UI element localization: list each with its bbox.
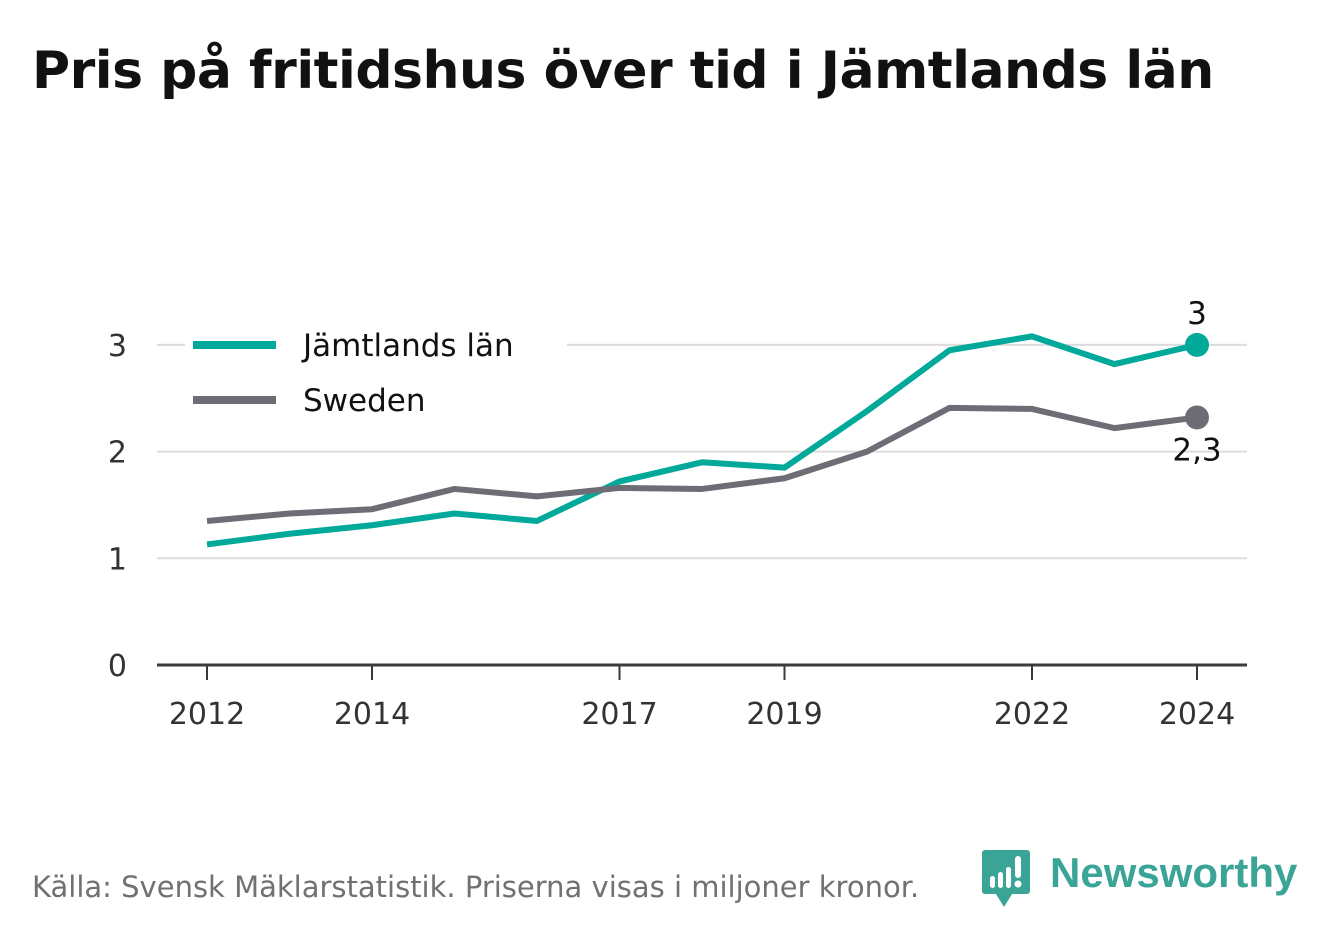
newsworthy-logo-icon [982, 850, 1030, 907]
series-line [206, 333, 1198, 548]
legend: Jämtlands län Sweden [185, 321, 567, 424]
series-end-point [1185, 332, 1209, 357]
y-tick-label: 2 [108, 436, 127, 471]
y-tick-label: 0 [108, 649, 127, 684]
x-tick-label: 2019 [746, 697, 822, 732]
chart-title: Pris på fritidshus över tid i Jämtlands … [32, 41, 1214, 101]
axes: 0 1 2 3 2012 2014 2017 2019 2022 2024 [108, 329, 1247, 732]
series-end-point [1185, 405, 1209, 430]
x-tick-label: 2022 [994, 697, 1070, 732]
y-tick-label: 3 [108, 329, 127, 364]
legend-label: Sweden [303, 383, 426, 419]
series-end-label: 2,3 [1172, 432, 1221, 468]
newsworthy-brand[interactable]: Newsworthy [982, 850, 1297, 910]
legend-label: Jämtlands län [301, 328, 514, 364]
x-tick-label: 2012 [169, 697, 245, 732]
x-tick-label: 2017 [581, 697, 657, 732]
series-line [206, 404, 1198, 524]
source-note: Källa: Svensk Mäklarstatistik. Priserna … [32, 870, 920, 904]
y-tick-label: 1 [108, 542, 127, 577]
series-lines: 32,3 [206, 296, 1222, 548]
brand-name: Newsworthy [1050, 849, 1298, 896]
x-tick-label: 2014 [334, 697, 410, 732]
x-tick-label: 2024 [1159, 697, 1235, 732]
series-end-label: 3 [1187, 296, 1207, 332]
